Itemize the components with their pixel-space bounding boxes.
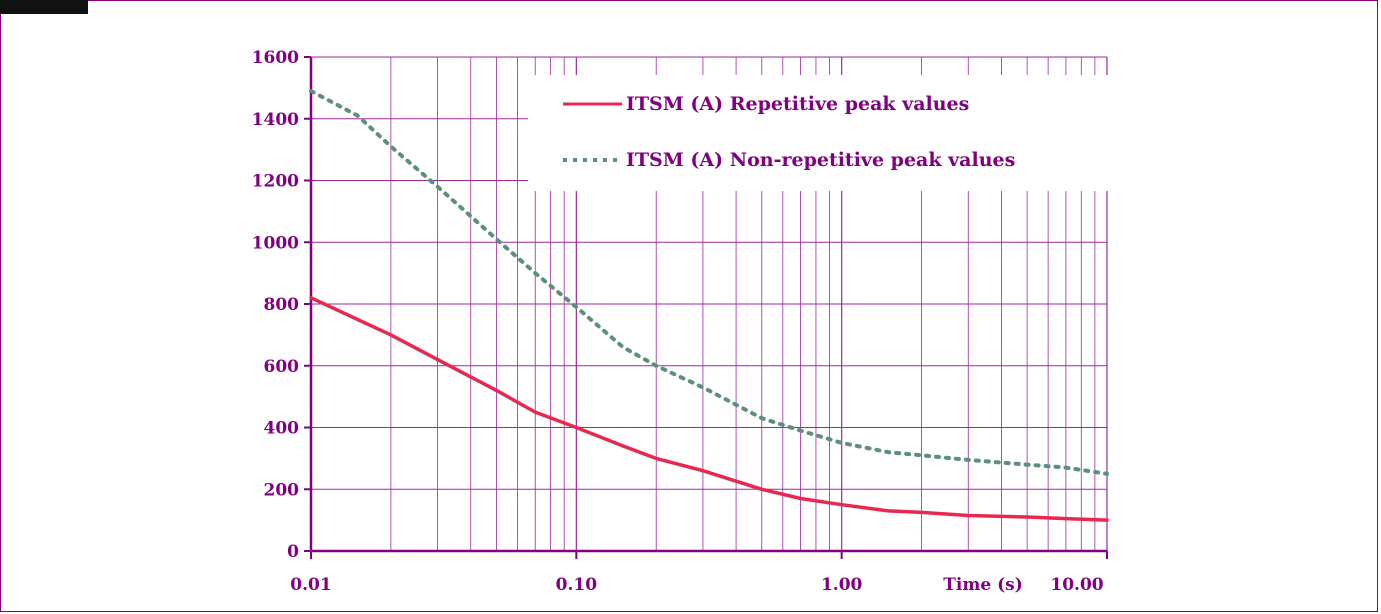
y-tick-label: 1200: [252, 172, 299, 192]
x-tick-label: 1.00: [821, 575, 863, 595]
y-tick-label: 200: [264, 480, 300, 500]
legend-background: [528, 75, 1108, 191]
corner-tab: [0, 0, 88, 14]
y-tick-label: 400: [264, 419, 300, 439]
legend-label: ITSM (A) Repetitive peak values: [626, 93, 969, 115]
series-line-non-repetitive: [309, 89, 1109, 476]
y-tick-label: 1400: [252, 110, 299, 130]
y-tick-label: 1600: [252, 48, 299, 68]
x-tick-label: 0.10: [556, 575, 598, 595]
x-axis-title: Time (s): [943, 575, 1023, 595]
legend-label: ITSM (A) Non-repetitive peak values: [626, 149, 1015, 171]
tick-labels: 0 200 400 600 800 1000 1200 1400 1600 0.01 0.10 1.0…: [252, 48, 1104, 595]
x-tick-label: 0.01: [290, 575, 331, 595]
y-tick-label: 600: [264, 357, 300, 377]
axes: [304, 56, 1108, 559]
y-tick-label: 800: [264, 295, 300, 315]
y-tick-label: 0: [287, 542, 299, 562]
legend: ITSM (A) Repetitive peak values ITSM (A) …: [528, 75, 1108, 191]
x-tick-label: 10.00: [1050, 575, 1103, 595]
series-line-repetitive: [309, 296, 1109, 522]
y-tick-label: 1000: [252, 233, 299, 253]
series: [309, 89, 1109, 522]
